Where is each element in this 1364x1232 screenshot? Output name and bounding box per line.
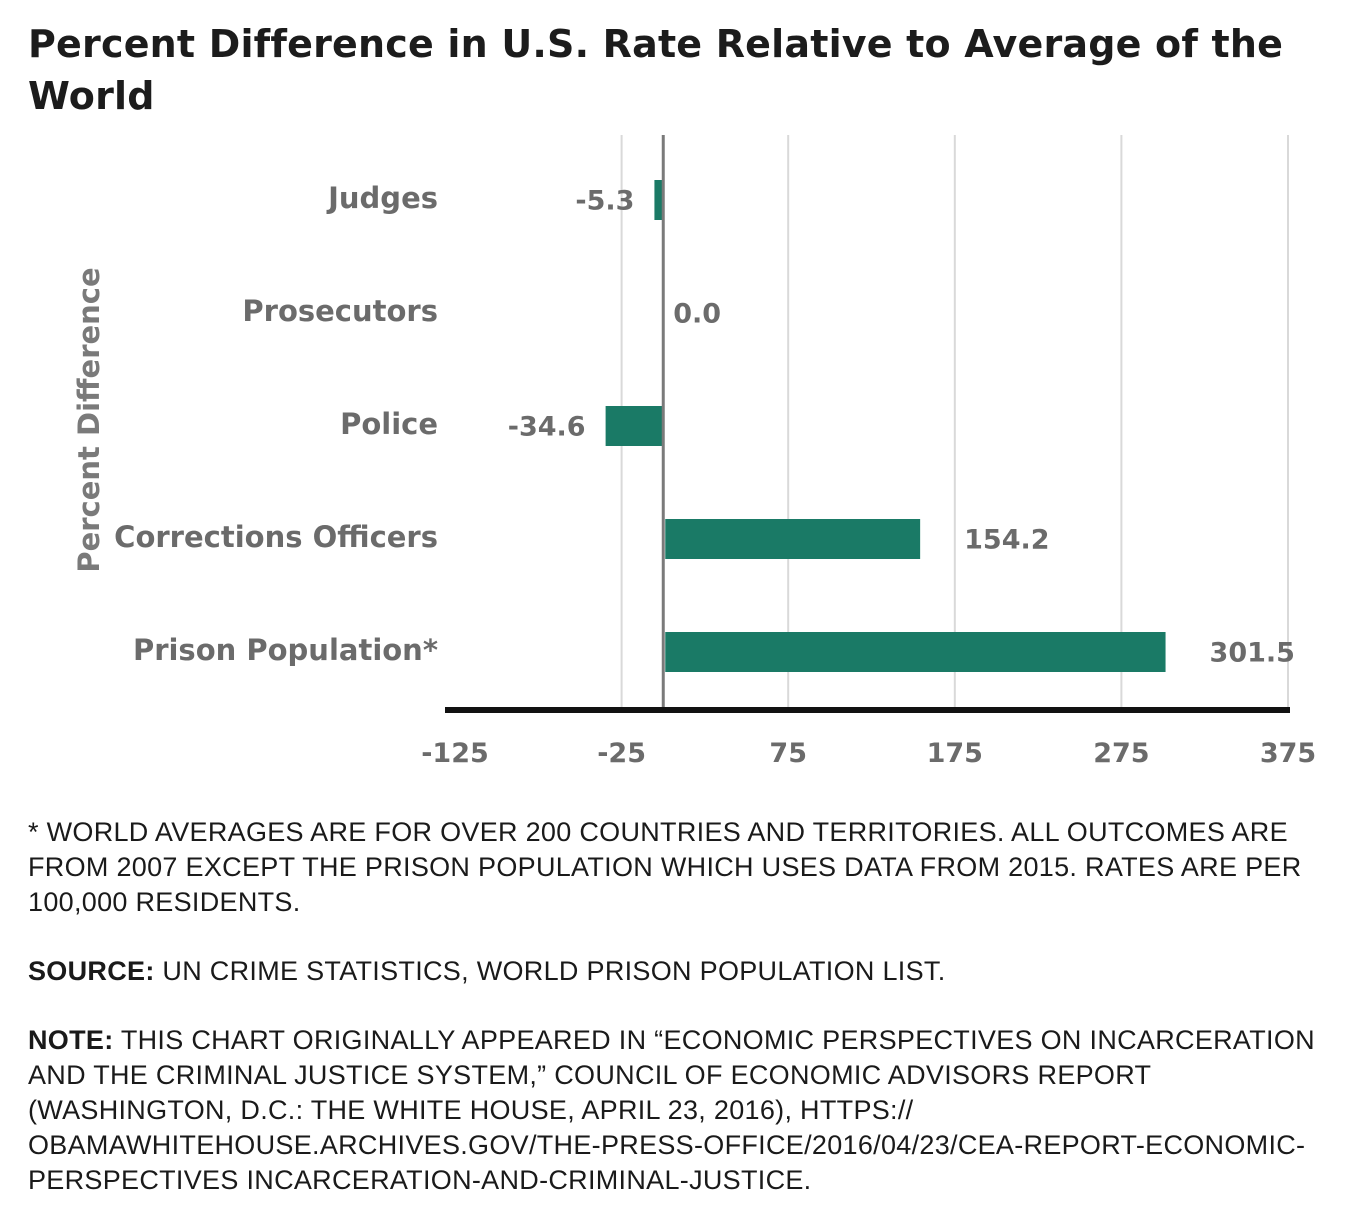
bar bbox=[665, 632, 1166, 672]
x-tick-label: 275 bbox=[1093, 738, 1149, 769]
value-labels: -5.3 0.0 -34.6 154.2 301.5 bbox=[508, 186, 1295, 669]
category-label: Corrections Officers bbox=[114, 520, 438, 554]
category-label: Prison Population* bbox=[133, 633, 438, 667]
category-label: Police bbox=[340, 407, 438, 441]
category-labels: Judges Prosecutors Police Corrections Offic… bbox=[114, 181, 438, 667]
x-tick-label: -125 bbox=[421, 738, 489, 769]
value-label: 154.2 bbox=[964, 525, 1049, 556]
x-tick-label: 375 bbox=[1260, 738, 1316, 769]
bar bbox=[665, 519, 921, 559]
footnote: * WORLD AVERAGES ARE FOR OVER 200 COUNTR… bbox=[28, 817, 1302, 917]
value-label: -5.3 bbox=[575, 186, 634, 217]
value-label: 0.0 bbox=[673, 299, 721, 330]
note-line: NOTE: THIS CHART ORIGINALLY APPEARED IN … bbox=[28, 1023, 1348, 1198]
x-tick-label: -25 bbox=[597, 738, 646, 769]
value-label: 301.5 bbox=[1210, 638, 1295, 669]
source-label: SOURCE: bbox=[28, 956, 155, 986]
y-axis-title: Percent Difference bbox=[72, 267, 106, 572]
category-label: Prosecutors bbox=[242, 294, 438, 328]
source-line: SOURCE: UN CRIME STATISTICS, WORLD PRISO… bbox=[28, 954, 1348, 989]
x-tick-label: 175 bbox=[927, 738, 983, 769]
chart-title: Percent Difference in U.S. Rate Relative… bbox=[28, 22, 1284, 118]
note-label: NOTE: bbox=[28, 1025, 114, 1055]
bar-chart: Judges Prosecutors Police Corrections Offic… bbox=[72, 135, 1316, 769]
bars bbox=[605, 180, 1166, 672]
x-tick-label: 75 bbox=[769, 738, 807, 769]
gridlines bbox=[620, 135, 1289, 710]
bar bbox=[654, 180, 664, 220]
note-text: THIS CHART ORIGINALLY APPEARED IN “ECONO… bbox=[28, 1025, 1315, 1195]
category-label: Judges bbox=[326, 181, 438, 215]
bar bbox=[605, 406, 664, 446]
chart-notes: * WORLD AVERAGES ARE FOR OVER 200 COUNTR… bbox=[28, 815, 1348, 1232]
value-label: -34.6 bbox=[508, 412, 586, 443]
x-axis: -125 -25 75 175 275 375 bbox=[421, 707, 1316, 769]
source-text: UN CRIME STATISTICS, WORLD PRISON POPULA… bbox=[154, 956, 946, 986]
